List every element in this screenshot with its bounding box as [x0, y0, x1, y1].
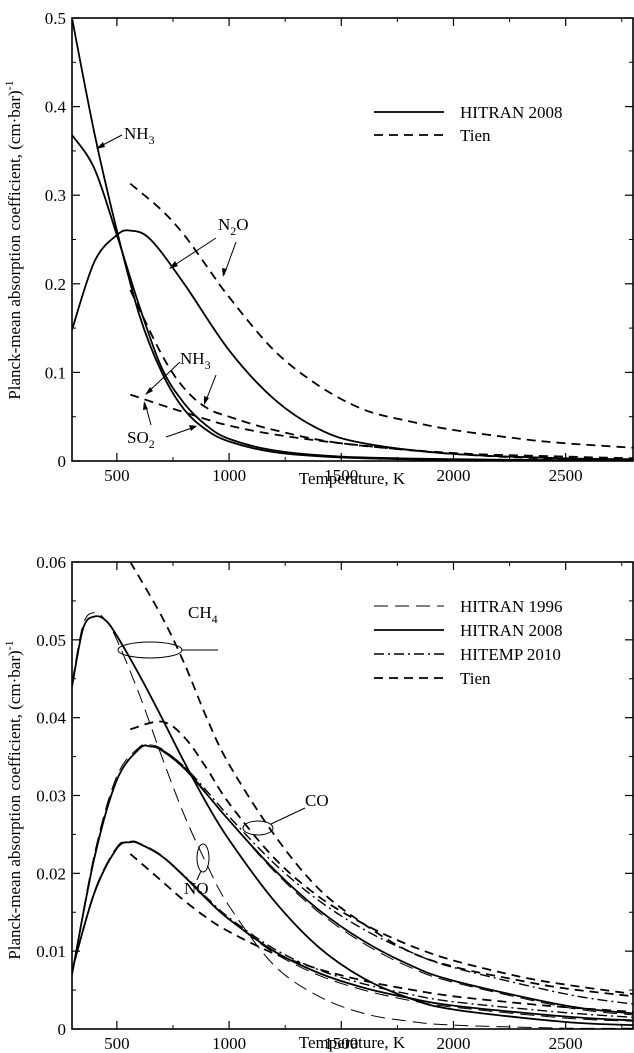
x-tick-label: 1000: [212, 466, 246, 485]
y-tick-label: 0.04: [36, 709, 66, 728]
annotation-arrow-so2-hitran: [165, 426, 196, 438]
y-axis-label: Planck-mean absorption coefficient, (cm·…: [2, 80, 24, 399]
series-line-no-hitemp-2010: [72, 841, 633, 1018]
series-line-co-hitran-1996: [72, 743, 633, 1016]
annotations: NH3 N2O NH3 SO2: [96, 124, 249, 451]
arrowhead: [96, 142, 105, 149]
series-line-ch4-tien: [129, 562, 633, 998]
annotation-ellipse-co: [242, 820, 274, 836]
x-tick-label: 500: [104, 466, 130, 485]
arrowhead: [222, 268, 227, 277]
arrowhead: [189, 425, 197, 431]
y-tick-label: 0.2: [45, 275, 66, 294]
series-line-no-hitran-2008: [72, 840, 633, 1022]
annotation-connector-co: [270, 807, 306, 825]
y-tick-label: 0.01: [36, 942, 66, 961]
annotation-nh3-bottom: NH3: [180, 349, 211, 372]
legend-label-hitemp-2010: HITEMP 2010: [460, 645, 561, 664]
annotation-nh3-top: NH3: [124, 124, 155, 147]
series-line-no-hitran-1996: [72, 840, 633, 1022]
y-tick-label: 0.3: [45, 186, 66, 205]
x-tick-label: 1500: [324, 466, 358, 485]
annotation-connector-no: [196, 870, 202, 881]
axis-ticks: 500 1000 1500 2000 2500 0 0.1 0.2 0.3 0.4 0.5: [45, 9, 633, 485]
x-axis-label: Temperature, K: [299, 1033, 406, 1052]
y-tick-label: 0.5: [45, 9, 66, 28]
arrowhead: [143, 401, 148, 410]
series-line-so2-hitran-2008: [72, 18, 633, 461]
series-line-ch4-hitran-1996: [72, 612, 633, 1029]
series-line-so2-tien: [130, 393, 633, 461]
series-line-n2o-hitran-2008: [72, 229, 633, 461]
axis-ticks: 500 1000 1500 2000 2500 0 0.01 0.02 0.03 0.04 0.05…: [36, 553, 633, 1053]
series-line-co-hitran-2008: [72, 744, 633, 1015]
annotation-arrow-n2o-hitran: [169, 237, 217, 269]
annotation-ellipse-no: [196, 843, 210, 873]
x-tick-label: 2000: [436, 466, 470, 485]
y-tick-label: 0.03: [36, 787, 66, 806]
annotations: CH4 CO NO: [117, 603, 329, 898]
legend-label-tien: Tien: [460, 669, 491, 688]
x-tick-label: 500: [104, 1034, 130, 1053]
y-tick-label: 0: [58, 1020, 67, 1039]
annotation-no: NO: [184, 879, 209, 898]
x-tick-label: 2500: [549, 1034, 583, 1053]
annotation-n2o: N2O: [218, 215, 249, 238]
x-tick-label: 1500: [324, 1034, 358, 1053]
annotation-arrow-nh3-hitran: [145, 361, 181, 395]
plot-frame: [71, 17, 634, 462]
legend: HITRAN 2008 Tien: [374, 103, 562, 145]
series-line-nh3-hitran-2008: [72, 134, 633, 461]
y-tick-label: 0.05: [36, 631, 66, 650]
arrowhead: [204, 396, 209, 405]
annotation-ch4: CH4: [188, 603, 218, 626]
series-line-n2o-tien: [129, 183, 633, 449]
y-tick-label: 0: [58, 452, 67, 471]
legend-label-hitran-1996: HITRAN 1996: [460, 597, 562, 616]
legend-label-hitran-2008: HITRAN 2008: [460, 621, 562, 640]
chart-top-absorption: 500 1000 1500 2000 2500 0 0.1 0.2 0.3 0.4 0.5 Temp…: [2, 9, 634, 488]
arrowhead: [169, 261, 178, 269]
series-line-co-hitemp-2010: [72, 744, 633, 1005]
y-tick-label: 0.1: [45, 363, 66, 382]
y-axis-label: Planck-mean absorption coefficient, (cm·…: [2, 640, 24, 959]
y-tick-label: 0.02: [36, 864, 66, 883]
x-tick-label: 1000: [212, 1034, 246, 1053]
chart-bottom-absorption: 500 1000 1500 2000 2500 0 0.01 0.02 0.03 0.04 0.05…: [2, 553, 634, 1053]
y-tick-label: 0.06: [36, 553, 66, 572]
x-tick-label: 2500: [549, 466, 583, 485]
legend-label-tien: Tien: [460, 126, 491, 145]
series-line-nh3-tien: [129, 289, 633, 460]
x-tick-label: 2000: [436, 1034, 470, 1053]
annotation-ellipse-ch4: [117, 641, 183, 659]
legend-label-hitran-2008: HITRAN 2008: [460, 103, 562, 122]
x-axis-label: Temperature, K: [299, 469, 406, 488]
y-tick-label: 0.4: [45, 98, 67, 117]
annotation-co: CO: [305, 791, 329, 810]
arrowhead: [145, 387, 153, 395]
series-group: [72, 18, 633, 461]
series-line-ch4-hitran-2008: [72, 615, 633, 1026]
series-line-no-tien: [129, 853, 633, 1013]
series-group: [72, 562, 633, 1029]
series-line-co-tien: [130, 720, 633, 995]
legend: HITRAN 1996 HITRAN 2008 HITEMP 2010 Tien: [374, 597, 562, 688]
annotation-so2: SO2: [127, 428, 155, 451]
